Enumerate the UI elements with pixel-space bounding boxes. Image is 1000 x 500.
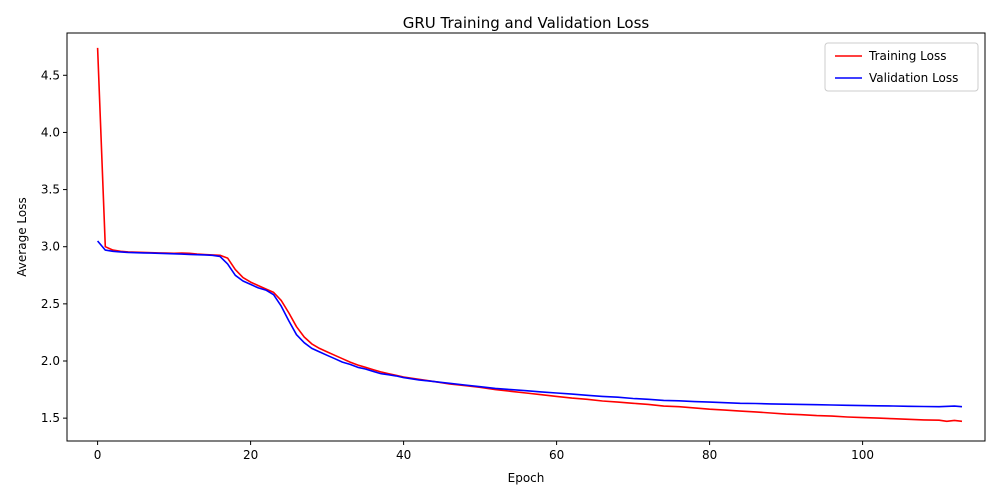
legend-box bbox=[824, 42, 979, 92]
y-tick-label: 4.0 bbox=[41, 125, 60, 139]
y-axis-ticks: 1.5 2.0 2.5 3.0 3.5 4.0 4.5 bbox=[41, 68, 67, 425]
plot-area bbox=[66, 32, 986, 442]
x-tick-label: 40 bbox=[396, 448, 411, 462]
y-tick-label: 2.0 bbox=[41, 354, 60, 368]
legend-label-training: Training Loss bbox=[868, 49, 946, 63]
y-tick-label: 3.5 bbox=[41, 183, 60, 197]
y-tick-label: 1.5 bbox=[41, 411, 60, 425]
validation-loss-line bbox=[96, 240, 963, 408]
x-axis-ticks: 0 20 40 60 80 100 bbox=[94, 441, 874, 462]
x-tick-label: 80 bbox=[702, 448, 717, 462]
legend: Training Loss Validation Loss bbox=[824, 42, 979, 92]
chart-title: GRU Training and Validation Loss bbox=[403, 14, 650, 32]
x-tick-label: 20 bbox=[243, 448, 258, 462]
x-tick-label: 0 bbox=[94, 448, 102, 462]
x-tick-label: 60 bbox=[549, 448, 564, 462]
y-tick-label: 2.5 bbox=[41, 297, 60, 311]
y-tick-label: 3.0 bbox=[41, 240, 60, 254]
axes-frame bbox=[66, 32, 986, 442]
y-tick-label: 4.5 bbox=[41, 68, 60, 82]
x-tick-label: 100 bbox=[851, 448, 874, 462]
legend-label-validation: Validation Loss bbox=[869, 71, 958, 85]
y-axis-label: Average Loss bbox=[15, 197, 29, 276]
x-axis-label: Epoch bbox=[508, 471, 545, 485]
series-layer bbox=[96, 47, 963, 423]
